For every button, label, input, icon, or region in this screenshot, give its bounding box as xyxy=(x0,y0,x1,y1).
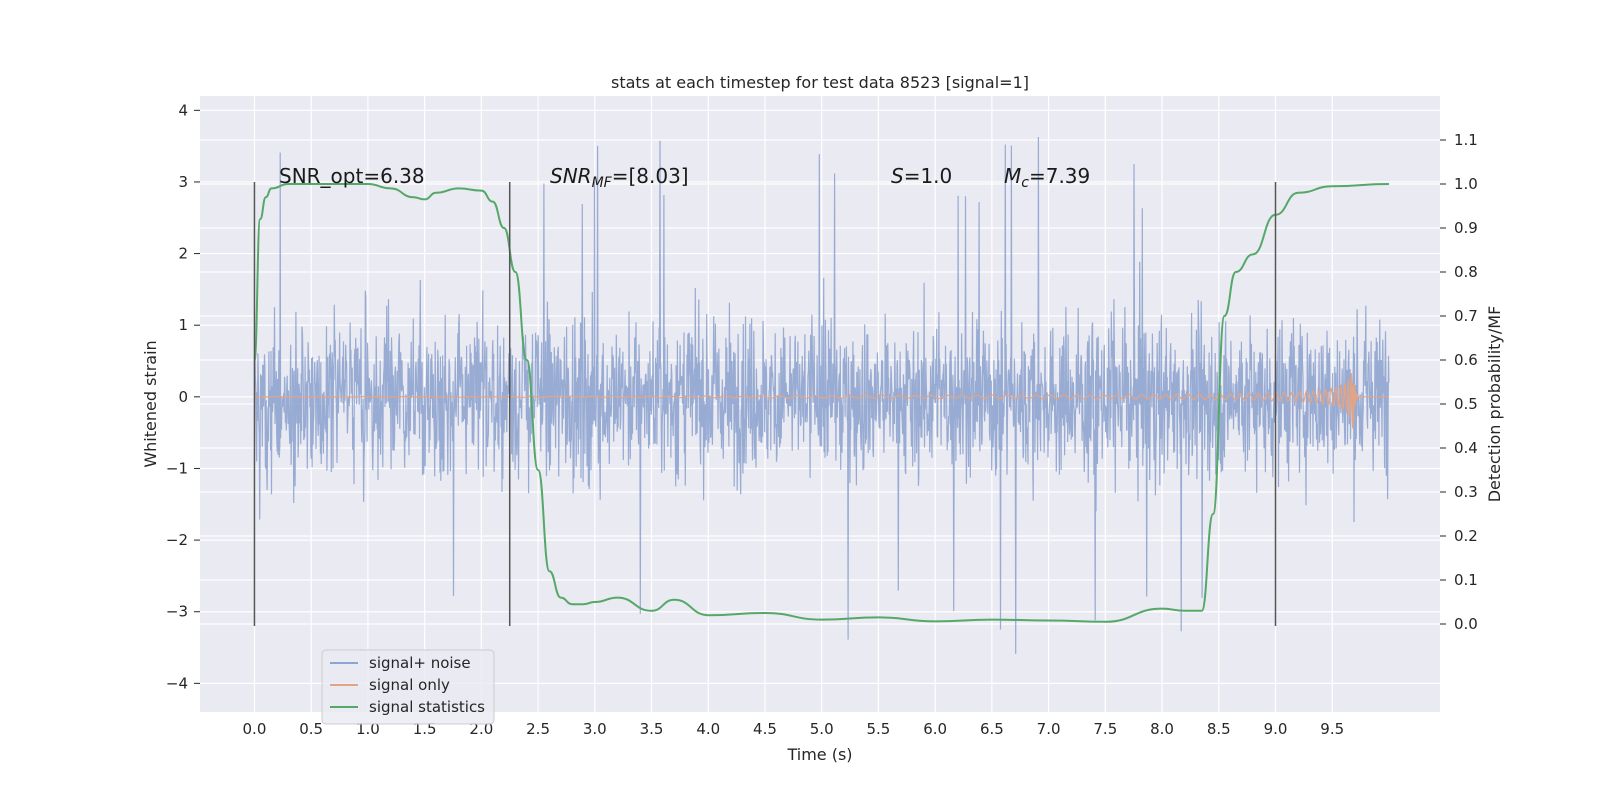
right-y-tick-label: 0.9 xyxy=(1454,219,1478,237)
y-tick-label: −1 xyxy=(166,459,188,477)
vertical-markers xyxy=(253,181,1277,627)
annotation-mc: Mc=7.39 xyxy=(1004,164,1090,191)
series-layer xyxy=(253,136,1390,654)
x-tick-label: 8.0 xyxy=(1150,720,1174,738)
y-tick-labels: 4 3 2 1 0 −1 −2 −3 −4 xyxy=(166,101,200,692)
x-tick-labels: 0.0 0.5 1.0 1.5 2.0 2.5 3.0 3.5 4.0 4.5 5.0 5.5 6.0 6… xyxy=(243,720,1345,738)
x-tick-label: 2.5 xyxy=(526,720,550,738)
y-tick-label: −4 xyxy=(166,674,188,692)
right-y-tick-label: 0.4 xyxy=(1454,439,1478,457)
legend-label-noise: signal+ noise xyxy=(369,654,471,672)
annotation-snr-opt: SNR_opt=6.38 xyxy=(279,164,425,188)
x-tick-label: 7.5 xyxy=(1093,720,1117,738)
x-axis-label: Time (s) xyxy=(786,745,852,764)
x-tick-label: 6.5 xyxy=(980,720,1004,738)
right-y-tick-label: 0.7 xyxy=(1454,307,1478,325)
y-tick-label: −3 xyxy=(166,603,188,621)
x-tick-label: 9.0 xyxy=(1264,720,1288,738)
right-y-axis-label: Detection probability/MF xyxy=(1485,306,1504,503)
series-signal-noise xyxy=(253,136,1390,654)
y-axis-label: Whitened strain xyxy=(141,340,160,467)
legend-box xyxy=(321,649,495,725)
annotation-s: S=1.0 xyxy=(891,164,952,188)
right-y-tick-label: 0.1 xyxy=(1454,571,1478,589)
right-y-tick-label: 0.5 xyxy=(1454,395,1478,413)
x-tick-label: 3.0 xyxy=(583,720,607,738)
x-tick-label: 7.0 xyxy=(1037,720,1061,738)
right-y-tick-label: 0.6 xyxy=(1454,351,1478,369)
x-tick-label: 0.5 xyxy=(299,720,323,738)
x-tick-label: 0.0 xyxy=(243,720,267,738)
x-tick-label: 5.0 xyxy=(810,720,834,738)
x-tick-label: 8.5 xyxy=(1207,720,1231,738)
chart-title: stats at each timestep for test data 852… xyxy=(611,73,1029,92)
legend-label-signal: signal only xyxy=(369,676,450,694)
x-tick-label: 3.5 xyxy=(640,720,664,738)
x-tick-label: 6.0 xyxy=(923,720,947,738)
x-tick-label: 9.5 xyxy=(1320,720,1344,738)
y-tick-label: 3 xyxy=(178,173,188,191)
x-tick-label: 4.0 xyxy=(696,720,720,738)
annotation-snr-mf: SNRMF=[8.03] xyxy=(550,164,689,191)
series-signal-statistics xyxy=(253,183,1389,623)
legend-label-stats: signal statistics xyxy=(369,698,485,716)
x-tick-label: 4.5 xyxy=(753,720,777,738)
y-tick-label: 0 xyxy=(178,388,188,406)
x-tick-label: 5.5 xyxy=(866,720,890,738)
right-y-tick-labels: 0.0 0.1 0.2 0.3 0.4 0.5 0.6 0.7 0.8 0.9 1.0 1.1 xyxy=(1440,131,1478,633)
right-y-tick-label: 0.2 xyxy=(1454,527,1478,545)
right-y-tick-label: 0.3 xyxy=(1454,483,1478,501)
y-tick-label: 1 xyxy=(178,316,188,334)
right-y-tick-label: 1.1 xyxy=(1454,131,1478,149)
right-y-tick-label: 0.0 xyxy=(1454,615,1478,633)
series-signal-only xyxy=(254,373,1389,429)
y-tick-label: 2 xyxy=(178,245,188,263)
legend: signal+ noise signal only signal statist… xyxy=(321,649,495,725)
right-y-tick-label: 1.0 xyxy=(1454,175,1478,193)
y-tick-label: 4 xyxy=(178,101,188,119)
right-y-tick-label: 0.8 xyxy=(1454,263,1478,281)
y-tick-label: −2 xyxy=(166,531,188,549)
